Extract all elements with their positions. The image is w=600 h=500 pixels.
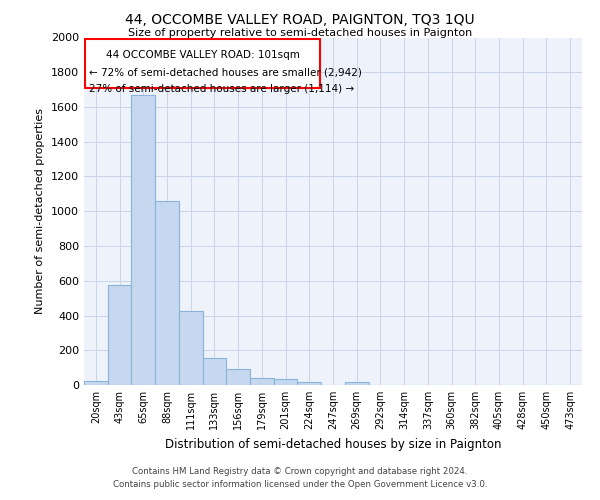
Text: 44, OCCOMBE VALLEY ROAD, PAIGNTON, TQ3 1QU: 44, OCCOMBE VALLEY ROAD, PAIGNTON, TQ3 1… xyxy=(125,12,475,26)
Text: 44 OCCOMBE VALLEY ROAD: 101sqm: 44 OCCOMBE VALLEY ROAD: 101sqm xyxy=(106,50,299,59)
Text: 27% of semi-detached houses are larger (1,114) →: 27% of semi-detached houses are larger (… xyxy=(89,84,354,94)
Bar xyxy=(250,378,274,385)
X-axis label: Distribution of semi-detached houses by size in Paignton: Distribution of semi-detached houses by … xyxy=(165,438,501,450)
Bar xyxy=(84,380,108,385)
Bar xyxy=(345,382,368,385)
Bar xyxy=(131,95,155,385)
Bar xyxy=(85,39,320,88)
Bar xyxy=(274,379,298,385)
Bar xyxy=(203,358,226,385)
Text: ← 72% of semi-detached houses are smaller (2,942): ← 72% of semi-detached houses are smalle… xyxy=(89,67,362,77)
Bar xyxy=(155,201,179,385)
Text: Contains HM Land Registry data © Crown copyright and database right 2024.
Contai: Contains HM Land Registry data © Crown c… xyxy=(113,468,487,489)
Bar xyxy=(108,285,131,385)
Text: Size of property relative to semi-detached houses in Paignton: Size of property relative to semi-detach… xyxy=(128,28,472,38)
Bar xyxy=(179,311,203,385)
Bar xyxy=(226,370,250,385)
Y-axis label: Number of semi-detached properties: Number of semi-detached properties xyxy=(35,108,46,314)
Bar xyxy=(298,382,321,385)
